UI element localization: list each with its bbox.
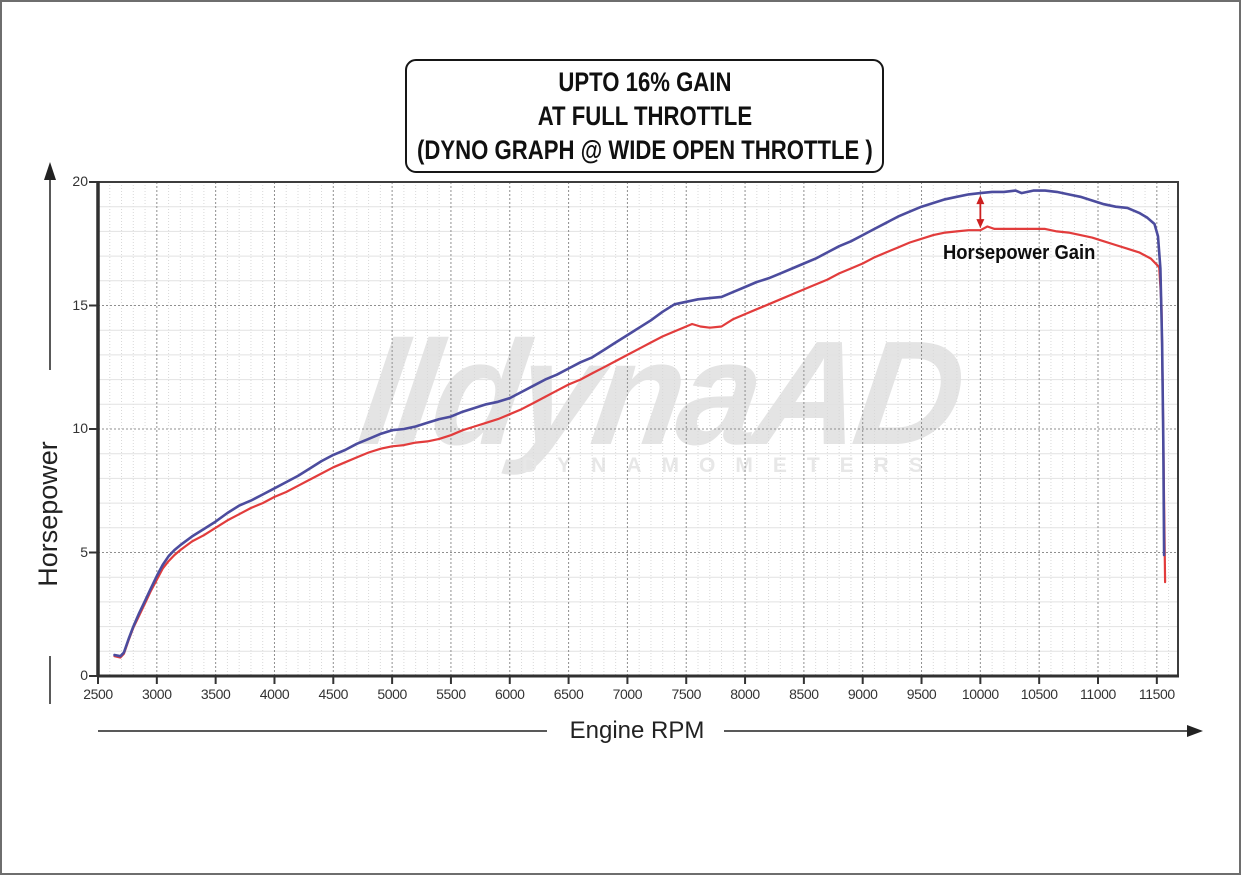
y-tick-label: 10 <box>72 420 88 436</box>
x-tick-label: 11000 <box>1080 686 1116 702</box>
title-text: UPTO 16% GAIN AT FULL THROTTLE (DYNO GRA… <box>417 65 873 167</box>
y-axis-arrow <box>44 162 56 704</box>
x-axis-title: Engine RPM <box>569 717 705 744</box>
y-tick-label: 20 <box>72 173 88 189</box>
y-tick-label: 15 <box>72 296 88 313</box>
y-axis-title: Horsepower <box>33 441 63 587</box>
title-line-1: UPTO 16% GAIN <box>557 67 732 97</box>
x-axis-arrow <box>98 725 1203 737</box>
horsepower-gain-label: Horsepower Gain <box>943 242 1096 264</box>
x-tick-label: 5500 <box>436 686 466 702</box>
x-tick-label: 6000 <box>494 686 525 702</box>
title-box: UPTO 16% GAIN AT FULL THROTTLE (DYNO GRA… <box>405 59 884 173</box>
x-tick-label: 11500 <box>1138 686 1175 702</box>
x-tick-label: 3000 <box>142 686 172 702</box>
x-tick-label: 4500 <box>318 686 349 702</box>
x-tick-label: 6500 <box>553 686 584 702</box>
x-tick-label: 9500 <box>906 686 937 702</box>
x-tick-label: 7500 <box>671 686 701 702</box>
y-tick-label: 5 <box>80 543 88 560</box>
x-tick-label: 9000 <box>847 686 878 702</box>
x-tick-label: 10500 <box>1020 686 1058 702</box>
x-tick-label: 5000 <box>377 686 407 702</box>
x-tick-label: 8000 <box>730 686 760 702</box>
gain-arrow <box>976 195 985 229</box>
title-line-3: (DYNO GRAPH @ WIDE OPEN THROTTLE ) <box>416 135 873 165</box>
x-tick-label: 10000 <box>961 686 999 702</box>
title-line-2: AT FULL THROTTLE <box>537 101 752 131</box>
x-tick-label: 3500 <box>200 686 231 702</box>
x-tick-label: 2500 <box>83 686 113 702</box>
y-tick-label: 0 <box>80 667 88 683</box>
series-upper-blue-run-with-gain <box>113 189 1166 658</box>
x-tick-label: 4000 <box>259 686 290 702</box>
x-tick-label: 8500 <box>789 686 819 702</box>
series-lower-red-run-stock <box>113 225 1167 659</box>
x-tick-label: 7000 <box>612 686 643 702</box>
